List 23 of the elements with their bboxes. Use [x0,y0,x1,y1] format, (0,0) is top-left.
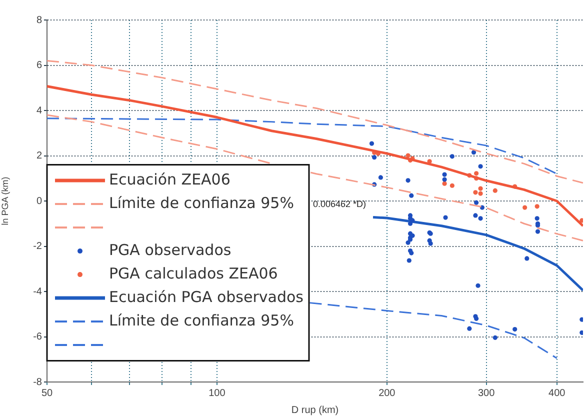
y-tick-label: -2 [33,241,42,252]
legend-label: Ecuación ZEA06 [109,170,230,188]
legend-label: Límite de confianza 95% [109,194,294,212]
x-tick-label: 200 [378,388,396,399]
y-tick-label: 4 [36,105,42,116]
legend-label: PGA calculados ZEA06 [109,264,278,282]
y-tick-label: 8 [36,14,42,26]
x-tick-label: 100 [208,388,226,399]
x-tick-label: 400 [548,388,566,399]
y-axis-title: ln PGA (km) [0,176,10,226]
y-tick-label: 6 [36,60,42,71]
y-tick-label: -6 [33,332,42,342]
annotation: 0.006462 *D) [313,199,366,210]
legend-label: Límite de confianza 95% [109,311,294,330]
x-tick-label: 300 [478,388,496,399]
y-tick-label: 2 [36,150,42,162]
legend-label: PGA observados [109,240,232,259]
x-axis-title: D rup (km) [291,404,339,416]
legend-label: Ecuación PGA observados [109,288,304,306]
x-tick-label: 50 [41,388,53,399]
y-tick-label: -4 [33,286,42,298]
y-tick-label: -8 [33,376,42,388]
y-tick-label: 0 [36,196,42,207]
